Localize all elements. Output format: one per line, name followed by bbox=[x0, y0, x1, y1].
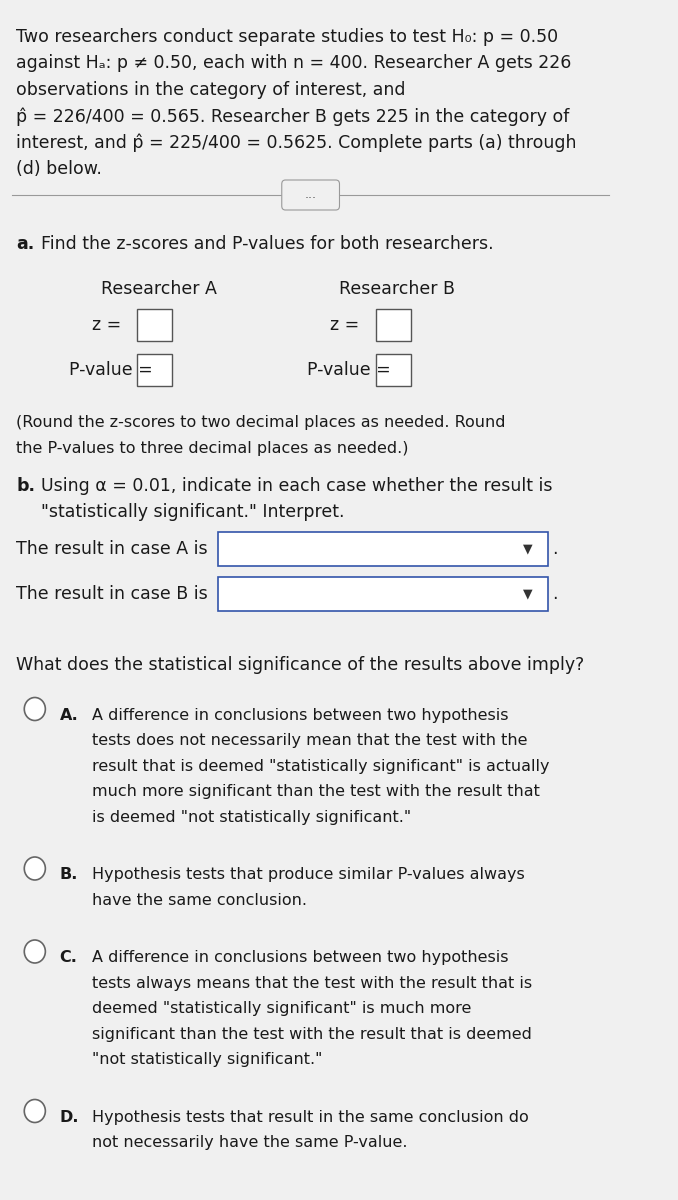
Text: Using α = 0.01, indicate in each case whether the result is: Using α = 0.01, indicate in each case wh… bbox=[41, 476, 553, 494]
Text: interest, and p̂ = 225/400 = 0.5625. Complete parts (a) through: interest, and p̂ = 225/400 = 0.5625. Com… bbox=[16, 134, 577, 152]
Text: z =: z = bbox=[92, 316, 121, 334]
Text: not necessarily have the same P-value.: not necessarily have the same P-value. bbox=[92, 1135, 407, 1151]
Text: have the same conclusion.: have the same conclusion. bbox=[92, 893, 306, 908]
FancyBboxPatch shape bbox=[138, 354, 172, 386]
Text: P-value =: P-value = bbox=[307, 361, 391, 379]
FancyBboxPatch shape bbox=[138, 308, 172, 341]
Text: ...: ... bbox=[304, 188, 317, 202]
Text: Researcher A: Researcher A bbox=[101, 280, 217, 298]
Text: tests always means that the test with the result that is: tests always means that the test with th… bbox=[92, 976, 532, 991]
Text: .: . bbox=[553, 540, 558, 558]
Text: much more significant than the test with the result that: much more significant than the test with… bbox=[92, 785, 540, 799]
FancyBboxPatch shape bbox=[282, 180, 340, 210]
Circle shape bbox=[24, 857, 45, 880]
Text: (d) below.: (d) below. bbox=[16, 161, 102, 179]
Text: Two researchers conduct separate studies to test H₀: p = 0.50: Two researchers conduct separate studies… bbox=[16, 28, 559, 46]
Text: the P-values to three decimal places as needed.): the P-values to three decimal places as … bbox=[16, 440, 409, 456]
Text: is deemed "not statistically significant.": is deemed "not statistically significant… bbox=[92, 810, 411, 824]
Text: D.: D. bbox=[60, 1110, 79, 1124]
Text: A difference in conclusions between two hypothesis: A difference in conclusions between two … bbox=[92, 950, 508, 966]
Text: "not statistically significant.": "not statistically significant." bbox=[92, 1052, 322, 1068]
Text: a.: a. bbox=[16, 235, 35, 253]
Circle shape bbox=[24, 1099, 45, 1122]
Text: C.: C. bbox=[60, 950, 77, 966]
Circle shape bbox=[24, 697, 45, 720]
FancyBboxPatch shape bbox=[218, 577, 548, 611]
Text: B.: B. bbox=[60, 868, 78, 882]
FancyBboxPatch shape bbox=[376, 308, 410, 341]
Text: Researcher B: Researcher B bbox=[339, 280, 455, 298]
Circle shape bbox=[24, 940, 45, 962]
Text: deemed "statistically significant" is much more: deemed "statistically significant" is mu… bbox=[92, 1002, 471, 1016]
Text: .: . bbox=[553, 584, 558, 602]
Text: z =: z = bbox=[330, 316, 359, 334]
FancyBboxPatch shape bbox=[376, 354, 410, 386]
Text: tests does not necessarily mean that the test with the: tests does not necessarily mean that the… bbox=[92, 733, 527, 749]
Text: significant than the test with the result that is deemed: significant than the test with the resul… bbox=[92, 1027, 532, 1042]
Text: P-value =: P-value = bbox=[68, 361, 153, 379]
Text: b.: b. bbox=[16, 476, 35, 494]
Text: Find the z-scores and P-values for both researchers.: Find the z-scores and P-values for both … bbox=[41, 235, 494, 253]
Text: p̂ = 226/400 = 0.565. Researcher B gets 225 in the category of: p̂ = 226/400 = 0.565. Researcher B gets … bbox=[16, 108, 570, 126]
Text: Hypothesis tests that produce similar P-values always: Hypothesis tests that produce similar P-… bbox=[92, 868, 524, 882]
Text: "statistically significant." Interpret.: "statistically significant." Interpret. bbox=[41, 504, 344, 522]
Text: A.: A. bbox=[60, 708, 79, 722]
Text: against Hₐ: p ≠ 0.50, each with n = 400. Researcher A gets 226: against Hₐ: p ≠ 0.50, each with n = 400.… bbox=[16, 54, 572, 72]
Text: ▼: ▼ bbox=[523, 542, 533, 556]
FancyBboxPatch shape bbox=[218, 532, 548, 566]
Text: What does the statistical significance of the results above imply?: What does the statistical significance o… bbox=[16, 656, 584, 674]
Text: The result in case A is: The result in case A is bbox=[16, 540, 208, 558]
Text: (Round the z-scores to two decimal places as needed. Round: (Round the z-scores to two decimal place… bbox=[16, 415, 506, 430]
Text: observations in the category of interest, and: observations in the category of interest… bbox=[16, 80, 406, 98]
Text: The result in case B is: The result in case B is bbox=[16, 584, 208, 602]
Text: Hypothesis tests that result in the same conclusion do: Hypothesis tests that result in the same… bbox=[92, 1110, 528, 1124]
Text: result that is deemed "statistically significant" is actually: result that is deemed "statistically sig… bbox=[92, 758, 549, 774]
Text: ▼: ▼ bbox=[523, 588, 533, 600]
Text: A difference in conclusions between two hypothesis: A difference in conclusions between two … bbox=[92, 708, 508, 722]
